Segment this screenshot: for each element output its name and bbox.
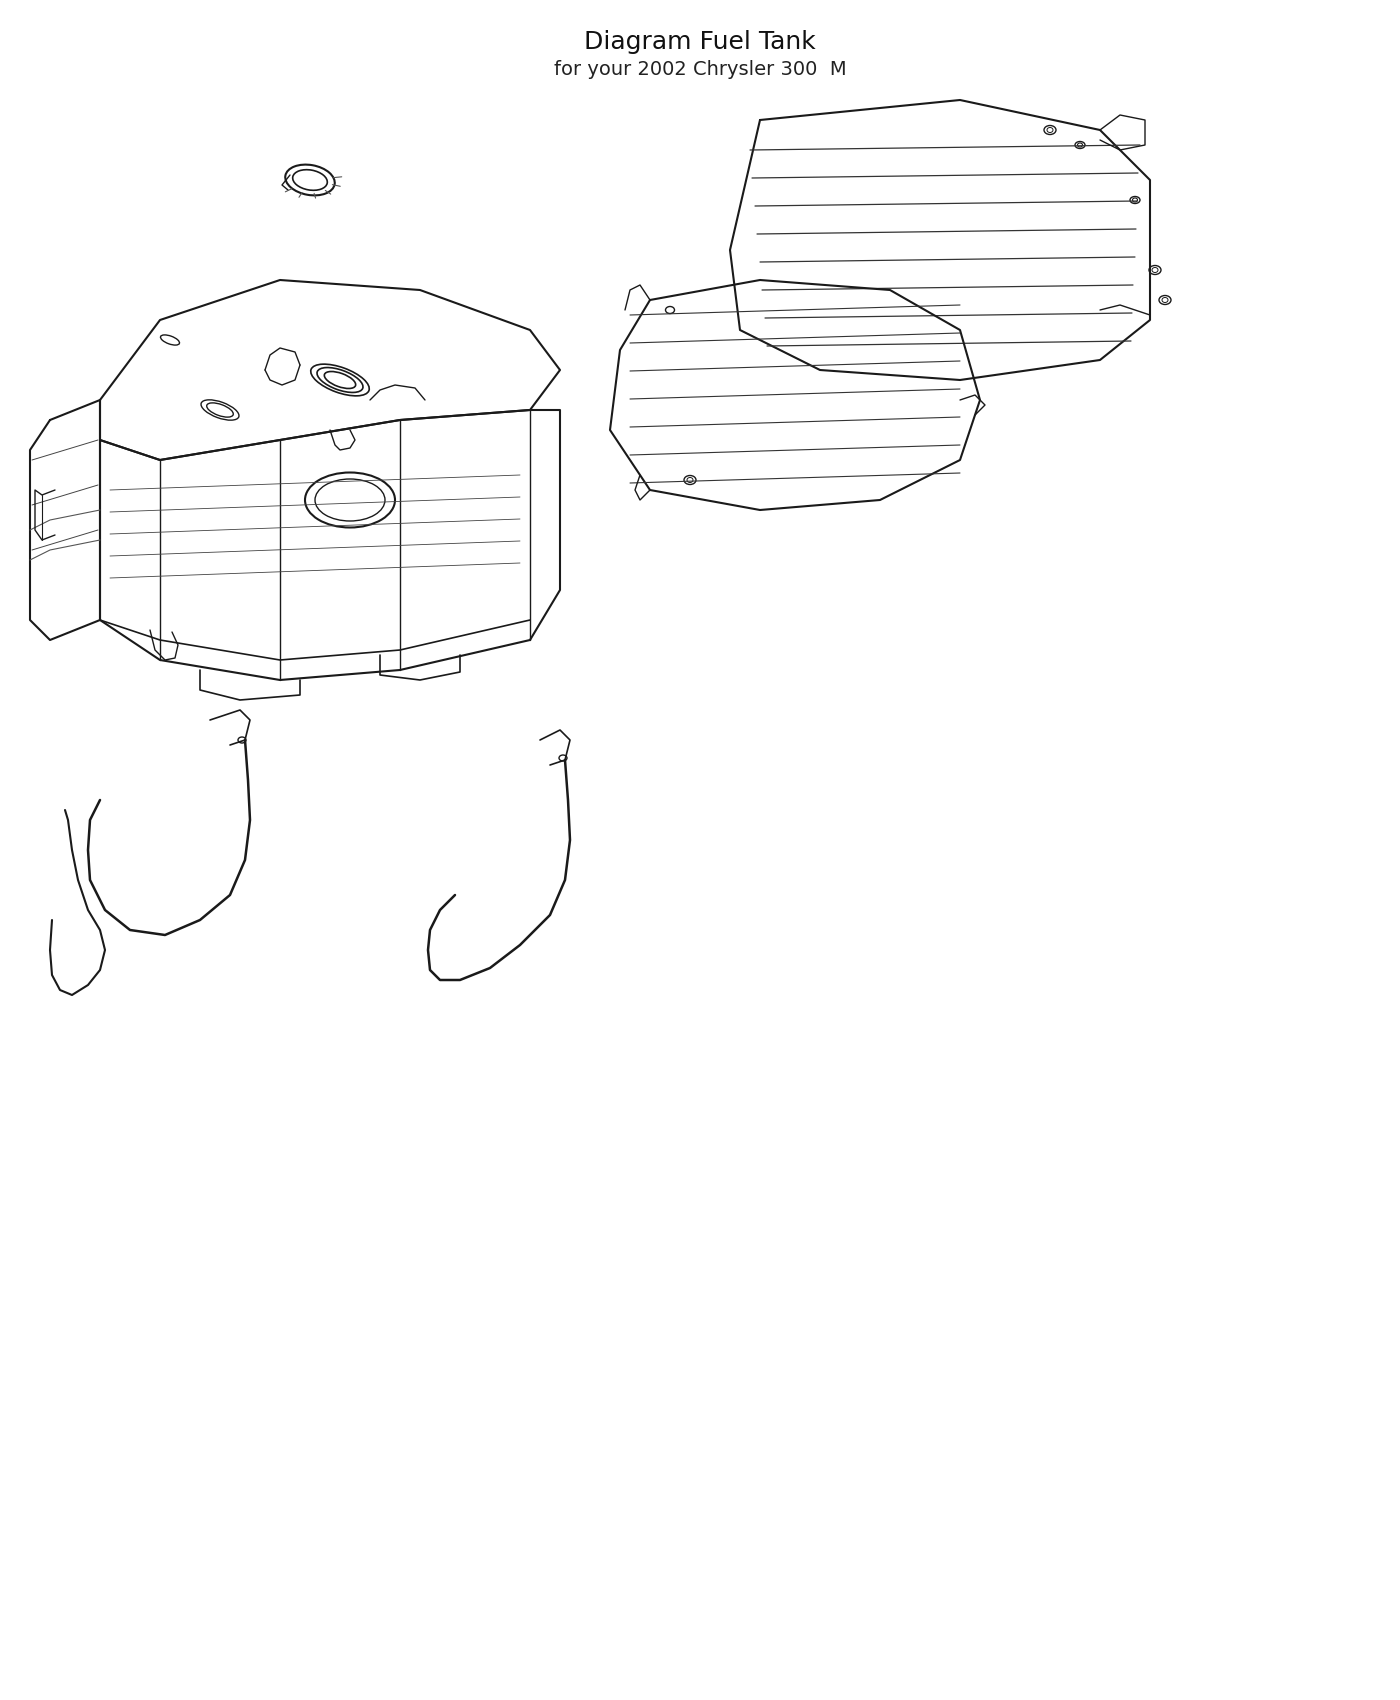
Text: Diagram Fuel Tank: Diagram Fuel Tank	[584, 31, 816, 54]
Text: for your 2002 Chrysler 300  M: for your 2002 Chrysler 300 M	[553, 60, 847, 78]
